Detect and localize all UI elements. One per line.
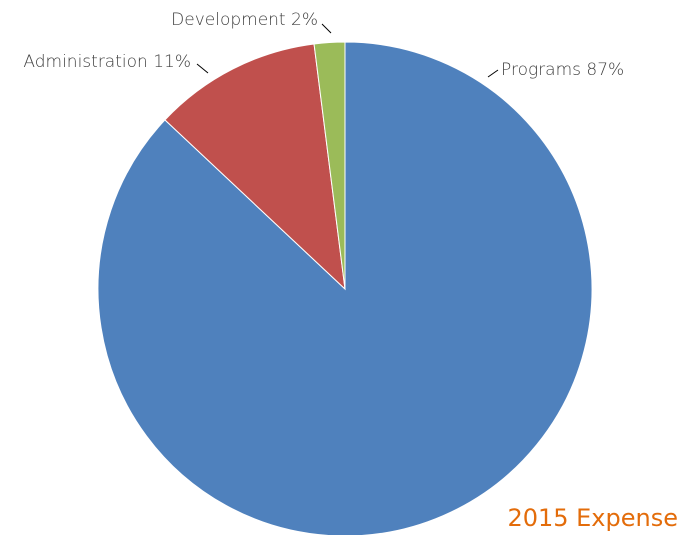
pie-slice <box>164 43 346 291</box>
value-label: 11% <box>153 52 191 72</box>
leader-line <box>196 63 209 74</box>
data-label: Administration 11% <box>23 52 191 72</box>
category-name: Development <box>171 10 285 30</box>
category-name: Administration <box>23 52 147 72</box>
leader-line <box>321 23 332 34</box>
chart-title: 2015 Expense <box>507 504 678 532</box>
leader-line <box>487 69 499 78</box>
value-label: 2% <box>291 10 318 30</box>
category-name: Programs <box>501 60 581 80</box>
pie-slice <box>313 41 346 290</box>
value-label: 87% <box>586 60 624 80</box>
data-label: Development 2% <box>171 10 318 30</box>
data-label: Programs 87% <box>501 60 624 80</box>
